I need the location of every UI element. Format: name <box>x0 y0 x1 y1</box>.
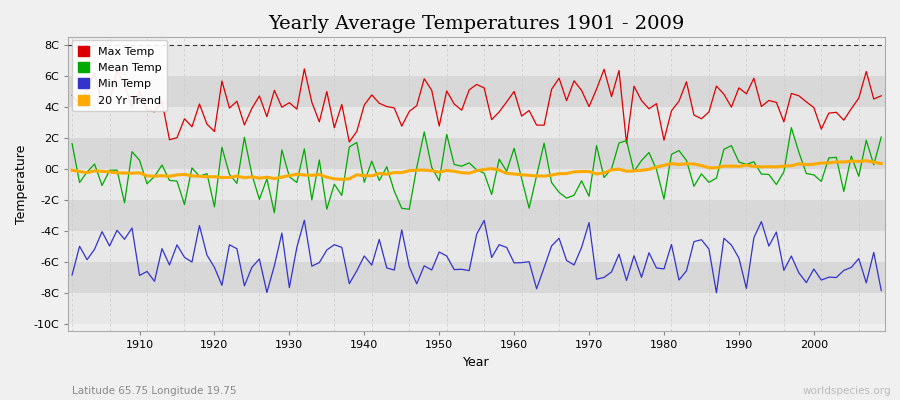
Bar <box>68 169 885 200</box>
Text: worldspecies.org: worldspecies.org <box>803 386 891 396</box>
Legend: Max Temp, Mean Temp, Min Temp, 20 Yr Trend: Max Temp, Mean Temp, Min Temp, 20 Yr Tre… <box>72 40 167 111</box>
Bar <box>68 107 885 138</box>
Y-axis label: Temperature: Temperature <box>15 145 28 224</box>
X-axis label: Year: Year <box>464 356 490 369</box>
Bar <box>68 293 885 324</box>
Bar <box>68 262 885 293</box>
Bar <box>68 138 885 169</box>
Title: Yearly Average Temperatures 1901 - 2009: Yearly Average Temperatures 1901 - 2009 <box>268 15 685 33</box>
Bar <box>68 200 885 231</box>
Bar <box>68 45 885 76</box>
Bar <box>68 231 885 262</box>
Text: Latitude 65.75 Longitude 19.75: Latitude 65.75 Longitude 19.75 <box>72 386 237 396</box>
Bar <box>68 76 885 107</box>
